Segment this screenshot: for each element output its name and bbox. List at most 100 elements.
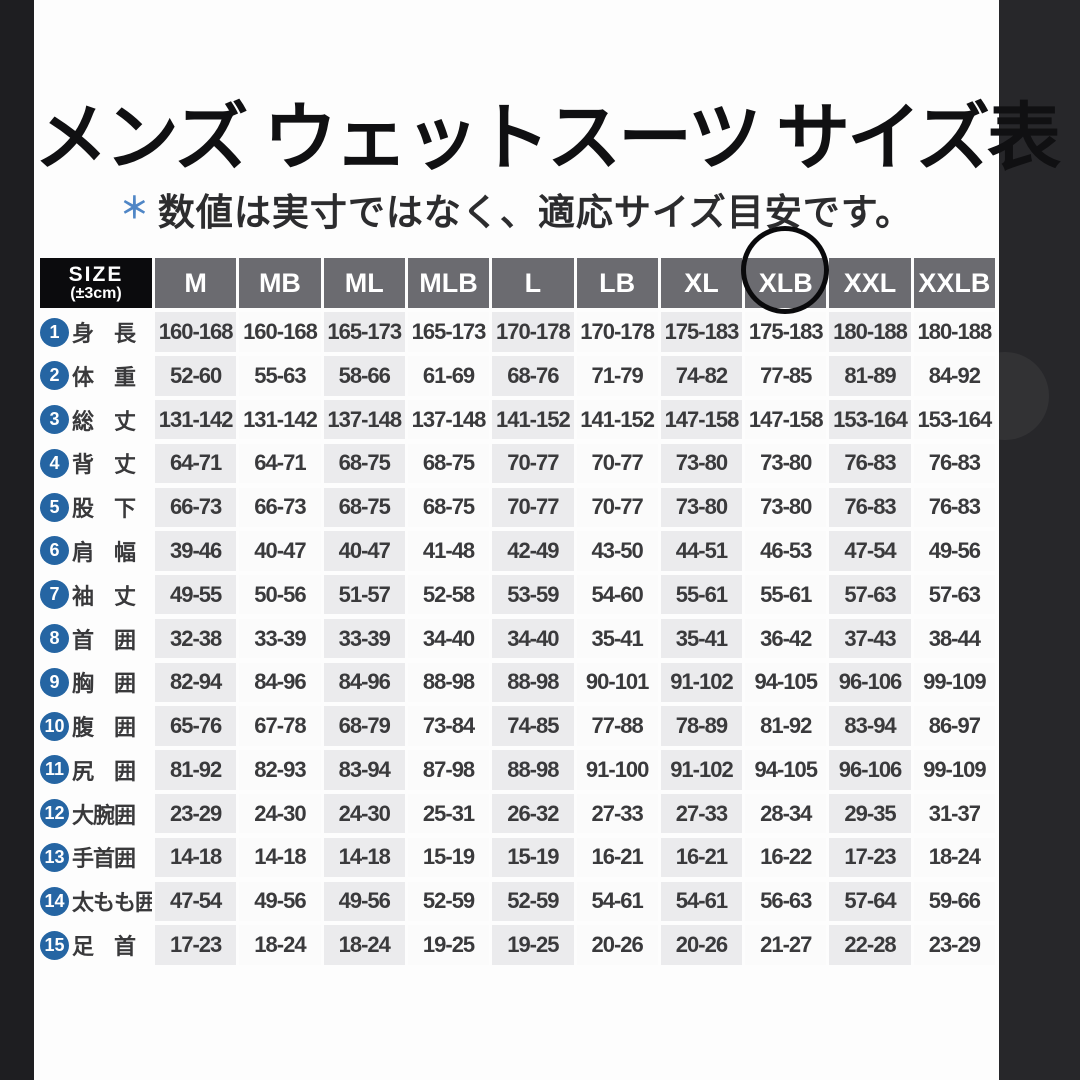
row-number-badge: 3 xyxy=(40,405,69,435)
asterisk-mark: ＊ xyxy=(119,193,150,225)
value-cell-l: 88-98 xyxy=(492,750,574,790)
value-cell-m: 47-54 xyxy=(155,881,237,921)
page-title: メンズ ウェットスーツ サイズ表 xyxy=(34,96,1061,179)
row-number-badge: 13 xyxy=(40,842,69,872)
value-cell-xl: 91-102 xyxy=(660,750,743,790)
value-cell-lb: 71-79 xyxy=(576,356,658,396)
value-cell-mlb: 88-98 xyxy=(407,662,490,703)
value-cell-m: 81-92 xyxy=(155,750,237,790)
value-cell-l: 52-59 xyxy=(492,881,574,921)
row-label-text: 太もも囲 xyxy=(72,890,152,916)
right-dark-border xyxy=(999,0,1080,1080)
value-cell-m: 160-168 xyxy=(155,312,237,352)
value-cell-xxlb: 99-109 xyxy=(913,662,995,703)
column-header-xxl: XXL xyxy=(829,258,911,308)
value-cell-xxl: 180-188 xyxy=(829,312,911,352)
row-number-badge: 2 xyxy=(40,361,69,391)
value-cell-mb: 82-93 xyxy=(239,750,321,790)
value-cell-l: 53-59 xyxy=(492,575,574,615)
value-cell-xl: 44-51 xyxy=(660,531,743,571)
value-cell-mb: 84-96 xyxy=(239,662,321,703)
content-area: メンズ ウェットスーツ サイズ表 ＊数値は実寸ではなく、適応サイズ目安です。 S… xyxy=(34,0,1061,1080)
row-label-cell: 13 手首囲 xyxy=(40,838,152,877)
value-cell-xl: 78-89 xyxy=(660,706,743,746)
value-cell-m: 131-142 xyxy=(155,399,237,440)
value-cell-m: 39-46 xyxy=(155,531,237,571)
value-cell-m: 17-23 xyxy=(155,925,237,965)
size-header-line2: (±3cm) xyxy=(70,284,122,302)
row-number-badge: 6 xyxy=(40,536,69,566)
column-header-l: L xyxy=(492,258,574,308)
value-cell-lb: 141-152 xyxy=(576,399,658,440)
value-cell-m: 66-73 xyxy=(155,487,237,527)
value-cell-mlb: 68-75 xyxy=(407,443,490,484)
value-cell-lb: 43-50 xyxy=(576,531,658,571)
size-header-line1: SIZE xyxy=(68,262,124,286)
value-cell-xlb: 28-34 xyxy=(745,793,827,834)
value-cell-xxl: 96-106 xyxy=(829,750,911,790)
value-cell-mb: 33-39 xyxy=(239,618,321,659)
value-cell-mb: 49-56 xyxy=(239,881,321,921)
value-cell-xlb: 175-183 xyxy=(745,312,827,352)
value-cell-xxl: 57-64 xyxy=(829,881,911,921)
value-cell-lb: 70-77 xyxy=(576,443,658,484)
value-cell-ml: 83-94 xyxy=(323,750,405,790)
row-number-badge: 8 xyxy=(40,624,69,654)
value-cell-l: 70-77 xyxy=(492,487,574,527)
value-cell-l: 74-85 xyxy=(492,706,574,746)
faint-watermark-circle xyxy=(999,352,1049,440)
row-label-text: 総 丈 xyxy=(72,408,136,434)
value-cell-xxl: 76-83 xyxy=(829,443,911,484)
left-dark-border xyxy=(0,0,34,1080)
value-cell-xl: 147-158 xyxy=(660,399,743,440)
value-cell-mb: 66-73 xyxy=(239,487,321,527)
value-cell-xl: 16-21 xyxy=(660,837,743,878)
value-cell-mlb: 19-25 xyxy=(407,925,490,965)
value-cell-ml: 137-148 xyxy=(323,399,405,440)
value-cell-xlb: 16-22 xyxy=(745,837,827,878)
row-label-text: 肩 幅 xyxy=(72,539,136,565)
value-cell-ml: 24-30 xyxy=(323,793,405,834)
row-number-badge: 14 xyxy=(40,886,69,916)
value-cell-xl: 35-41 xyxy=(660,618,743,659)
row-label-cell: 15 足 首 xyxy=(40,925,152,964)
value-cell-mb: 14-18 xyxy=(239,837,321,878)
value-cell-m: 64-71 xyxy=(155,443,237,484)
value-cell-l: 34-40 xyxy=(492,618,574,659)
value-cell-xlb: 73-80 xyxy=(745,443,827,484)
value-cell-mlb: 52-58 xyxy=(407,575,490,615)
value-cell-xxl: 96-106 xyxy=(829,662,911,703)
value-cell-xlb: 56-63 xyxy=(745,881,827,921)
value-cell-xlb: 36-42 xyxy=(745,618,827,659)
value-cell-l: 15-19 xyxy=(492,837,574,878)
value-cell-ml: 33-39 xyxy=(323,618,405,659)
value-cell-l: 68-76 xyxy=(492,356,574,396)
column-header-ml: ML xyxy=(323,258,405,308)
value-cell-ml: 49-56 xyxy=(323,881,405,921)
value-cell-xxl: 37-43 xyxy=(829,618,911,659)
value-cell-xxlb: 38-44 xyxy=(913,618,995,659)
row-label-text: 首 囲 xyxy=(72,627,136,653)
column-header-xxlb: XXLB xyxy=(913,258,995,308)
column-header-m: M xyxy=(155,258,237,308)
value-cell-xlb: 77-85 xyxy=(745,356,827,396)
value-cell-xxlb: 59-66 xyxy=(913,881,995,921)
value-cell-m: 65-76 xyxy=(155,706,237,746)
value-cell-xxlb: 76-83 xyxy=(913,487,995,527)
value-cell-mb: 18-24 xyxy=(239,925,321,965)
row-label-text: 背 丈 xyxy=(72,452,136,478)
row-label-cell: 10 腹 囲 xyxy=(40,706,152,745)
size-header-cell: SIZE (±3cm) xyxy=(40,258,152,308)
column-header-lb: LB xyxy=(576,258,658,308)
value-cell-mlb: 165-173 xyxy=(407,312,490,352)
value-cell-mlb: 25-31 xyxy=(407,793,490,834)
value-cell-xxl: 153-164 xyxy=(829,399,911,440)
value-cell-ml: 58-66 xyxy=(323,356,405,396)
value-cell-lb: 77-88 xyxy=(576,706,658,746)
value-cell-xlb: 147-158 xyxy=(745,399,827,440)
value-cell-mlb: 15-19 xyxy=(407,837,490,878)
value-cell-xxlb: 84-92 xyxy=(913,356,995,396)
